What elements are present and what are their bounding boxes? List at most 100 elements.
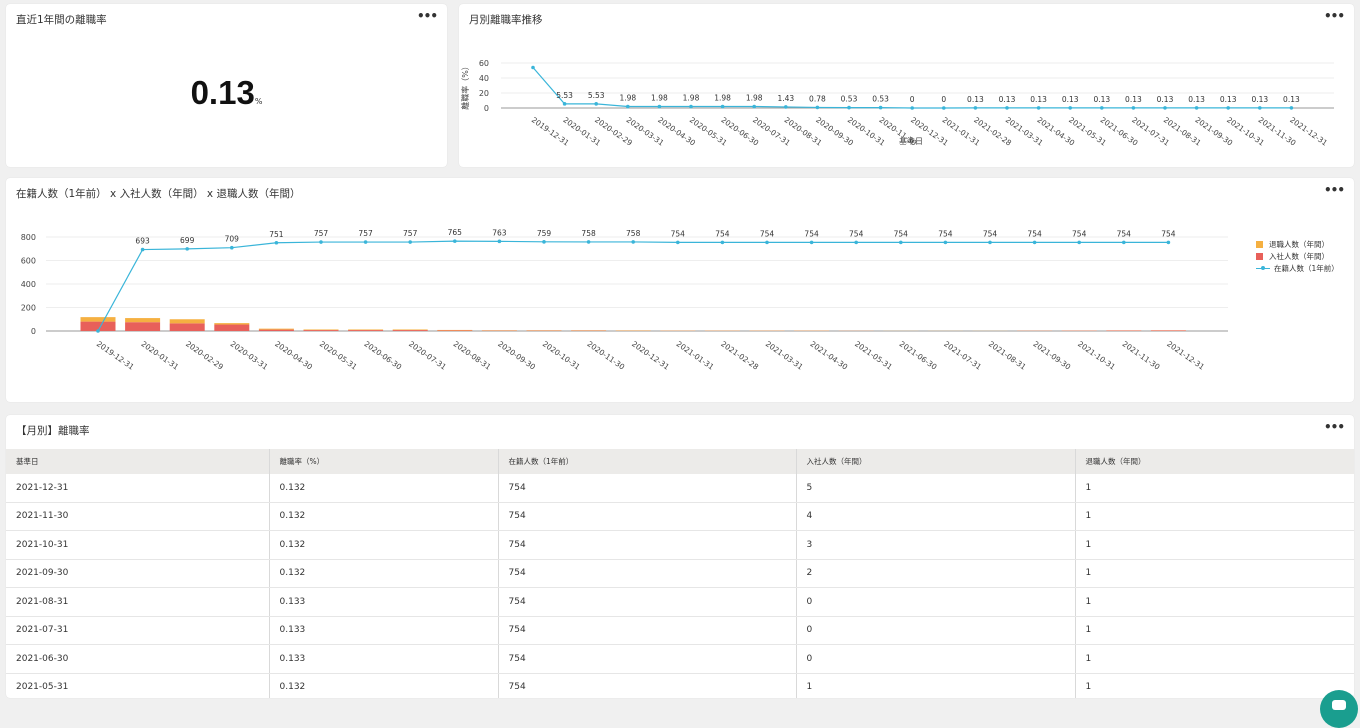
data-label: 754 <box>894 229 909 238</box>
table-cell: 2021-05-31 <box>6 673 269 698</box>
data-point <box>453 239 457 243</box>
data-label: 754 <box>715 229 730 238</box>
column-header[interactable]: 基準日 <box>6 449 269 474</box>
table-cell: 0.132 <box>269 673 498 698</box>
data-point <box>765 241 769 245</box>
bar-resign <box>348 329 383 330</box>
column-header[interactable]: 在籍人数（1年前） <box>498 449 796 474</box>
data-point <box>1132 106 1136 110</box>
table-cell: 0 <box>796 645 1075 674</box>
table-cell: 1 <box>1075 588 1354 617</box>
data-label: 754 <box>938 229 953 238</box>
more-menu-icon[interactable]: ••• <box>1324 421 1344 433</box>
legend-label: 在籍人数（1年前） <box>1274 263 1339 274</box>
data-label: 0.53 <box>841 95 858 104</box>
table-cell: 0 <box>796 616 1075 645</box>
table-cell: 2021-10-31 <box>6 531 269 560</box>
x-tick-label: 2020-05-31 <box>318 339 359 372</box>
data-point <box>531 66 535 70</box>
table-cell: 754 <box>498 645 796 674</box>
bar-resign <box>393 329 428 330</box>
column-header[interactable]: 入社人数（年間） <box>796 449 1075 474</box>
data-label: 0.13 <box>1188 95 1205 104</box>
x-tick-label: 2021-08-31 <box>987 339 1028 372</box>
data-point <box>1122 241 1126 245</box>
data-label: 1.98 <box>619 94 636 103</box>
headcount-line <box>98 241 1168 331</box>
data-point <box>563 102 567 106</box>
x-tick-label: 2020-07-31 <box>407 339 448 372</box>
data-label: 1.98 <box>746 94 763 103</box>
data-label: 754 <box>671 229 686 238</box>
legend-line-marker <box>1256 268 1270 269</box>
x-tick-label: 2020-10-31 <box>541 339 582 372</box>
bar-hire <box>437 330 472 331</box>
table-card: 【月別】離職率 ••• 基準日 離職率（%） 在籍人数（1年前） 入社人数（年間… <box>6 415 1354 698</box>
data-point <box>810 241 814 245</box>
y-tick-label: 0 <box>484 104 489 113</box>
x-tick-label: 2020-03-31 <box>229 339 270 372</box>
table-cell: 2021-07-31 <box>6 616 269 645</box>
bar-hire <box>214 325 249 331</box>
data-point <box>1258 106 1262 110</box>
bar-hire <box>348 330 383 331</box>
table-cell: 0.132 <box>269 531 498 560</box>
data-label: 5.53 <box>556 91 573 100</box>
legend-item-headcount[interactable]: 在籍人数（1年前） <box>1256 262 1339 274</box>
data-label: 699 <box>180 236 195 245</box>
bar-hire <box>304 330 339 331</box>
table-cell: 2021-12-31 <box>6 474 269 502</box>
data-label: 754 <box>1027 229 1042 238</box>
data-point <box>498 240 502 244</box>
data-label: 0.13 <box>1030 95 1047 104</box>
chat-icon[interactable] <box>1320 690 1358 728</box>
table-cell: 1 <box>796 673 1075 698</box>
x-tick-label: 2020-04-30 <box>273 339 314 372</box>
legend-item-resign[interactable]: 退職人数（年間） <box>1256 238 1339 250</box>
legend-item-hire[interactable]: 入社人数（年間） <box>1256 250 1339 262</box>
y-axis-label: 離職率（%） <box>460 62 470 110</box>
combo-legend: 退職人数（年間） 入社人数（年間） 在籍人数（1年前） <box>1256 238 1339 274</box>
y-tick-label: 800 <box>21 233 36 242</box>
x-tick-label: 2019-12-31 <box>95 339 136 372</box>
data-point <box>847 106 851 110</box>
data-point <box>408 240 412 244</box>
bar-hire <box>393 330 428 331</box>
data-label: 758 <box>581 229 596 238</box>
data-label: 1.98 <box>714 94 731 103</box>
data-point <box>974 106 978 110</box>
table-cell: 0.132 <box>269 559 498 588</box>
table-cell: 0.133 <box>269 616 498 645</box>
column-header[interactable]: 退職人数（年間） <box>1075 449 1354 474</box>
data-label: 0 <box>910 95 915 104</box>
x-tick-label: 2021-09-30 <box>1031 339 1072 372</box>
x-tick-label: 2020-12-31 <box>630 339 671 372</box>
kpi-value: 0.13 <box>191 74 255 111</box>
data-label: 0.13 <box>1220 95 1237 104</box>
bar-resign <box>81 317 116 321</box>
legend-label: 退職人数（年間） <box>1269 239 1329 250</box>
data-point <box>1163 106 1167 110</box>
y-tick-label: 200 <box>21 304 36 313</box>
column-header[interactable]: 離職率（%） <box>269 449 498 474</box>
more-menu-icon[interactable]: ••• <box>417 10 437 22</box>
data-label: 5.53 <box>588 91 605 100</box>
data-label: 754 <box>983 229 998 238</box>
x-tick-label: 2020-02-29 <box>184 339 225 372</box>
table-cell: 754 <box>498 588 796 617</box>
data-point <box>721 105 725 109</box>
data-point <box>1037 106 1041 110</box>
table-cell: 2 <box>796 559 1075 588</box>
data-label: 0.13 <box>1251 95 1268 104</box>
data-label: 759 <box>537 229 552 238</box>
x-tick-label: 2021-01-31 <box>675 339 716 372</box>
data-point <box>96 329 100 333</box>
data-point <box>816 106 820 110</box>
data-point <box>594 102 598 106</box>
data-point <box>944 241 948 245</box>
x-tick-label: 2021-10-31 <box>1076 339 1117 372</box>
data-point <box>1226 106 1230 110</box>
data-label: 754 <box>760 229 775 238</box>
